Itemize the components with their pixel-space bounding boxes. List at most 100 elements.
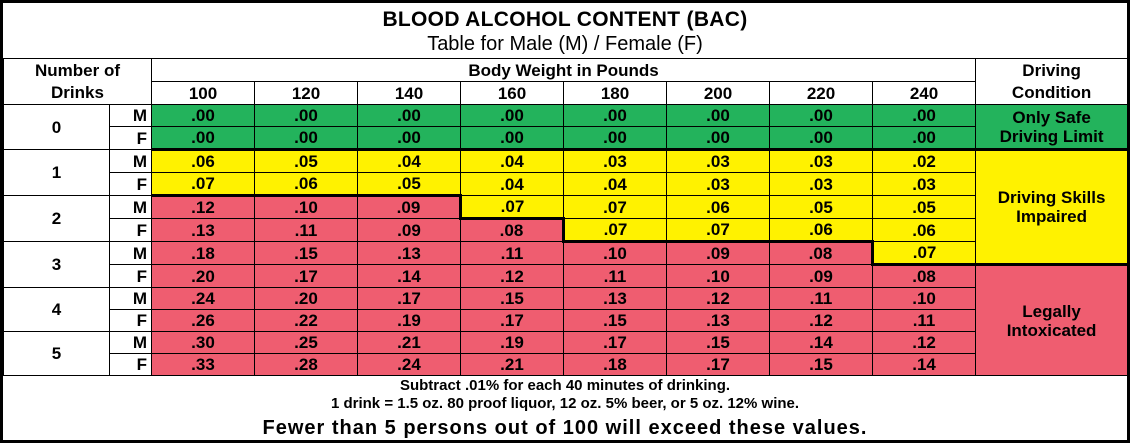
chart-title: BLOOD ALCOHOL CONTENT (BAC) <box>382 8 748 31</box>
bac-value-cell: .12 <box>151 195 255 219</box>
bac-value-cell: .22 <box>254 309 358 332</box>
bac-value-cell: .17 <box>254 264 358 288</box>
bac-value-cell: .06 <box>769 218 873 243</box>
bac-value-cell: .10 <box>563 241 667 265</box>
bac-value-cell: .15 <box>769 353 873 376</box>
bac-value-cell: .25 <box>254 331 358 354</box>
bac-value-cell: .09 <box>357 195 462 219</box>
bac-value-cell: .07 <box>460 195 564 220</box>
condition-safe-line2: Driving Limit <box>999 126 1104 146</box>
sex-label: M <box>109 331 152 354</box>
bac-value-cell: .13 <box>357 241 461 265</box>
bac-value-cell: .07 <box>151 172 255 197</box>
sex-label: F <box>109 218 152 242</box>
condition-intox-line2: Intoxicated <box>1006 320 1097 340</box>
condition-intoxicated: Legally Intoxicated <box>975 263 1129 376</box>
condition-safe-line1: Only Safe <box>1012 107 1091 127</box>
bac-value-cell: .15 <box>460 287 564 310</box>
bac-value-cell: .15 <box>254 241 358 265</box>
bac-value-cell: .06 <box>871 218 977 242</box>
bac-value-cell: .00 <box>151 104 255 127</box>
bac-value-cell: .00 <box>357 126 461 151</box>
sex-label: M <box>109 104 152 127</box>
bac-value-cell: .03 <box>666 172 770 196</box>
sex-label: F <box>109 172 152 196</box>
bac-value-cell: .30 <box>151 331 255 354</box>
table-row: F .26.22.19.17.15.13.12.11 <box>4 309 1128 332</box>
bac-value-cell: .03 <box>871 172 977 196</box>
bac-value-cell: .06 <box>666 195 770 219</box>
footer-note-exceed: Fewer than 5 persons out of 100 will exc… <box>262 417 868 439</box>
bac-value-cell: .17 <box>666 353 770 376</box>
bac-value-cell: .13 <box>151 218 255 242</box>
bac-value-cell: .09 <box>769 264 873 288</box>
weight-header: 100 <box>151 81 255 105</box>
sex-label: M <box>109 149 152 173</box>
bac-value-cell: .00 <box>357 104 461 127</box>
bac-value-cell: .26 <box>151 309 255 332</box>
bac-value-cell: .13 <box>666 309 770 332</box>
bac-value-cell: .10 <box>871 287 977 310</box>
bac-value-cell: .07 <box>563 218 667 243</box>
bac-value-cell: .19 <box>357 309 461 332</box>
bac-value-cell: .03 <box>563 149 667 173</box>
bac-value-cell: .06 <box>151 149 255 173</box>
bac-value-cell: .21 <box>460 353 564 376</box>
sex-label: M <box>109 241 152 265</box>
sex-label: M <box>109 195 152 219</box>
table-row: 0 M .00.00.00.00.00.00.00.00 Only Safe Drivi… <box>3 104 1129 151</box>
bac-table: Number of Body Weight in Pounds Driving … <box>3 58 1129 376</box>
sex-label: M <box>109 287 152 310</box>
bac-value-cell: .17 <box>357 287 461 310</box>
bac-value-cell: .11 <box>871 309 977 332</box>
bac-value-cell: .00 <box>151 126 255 151</box>
bac-value-cell: .11 <box>254 218 358 242</box>
bac-value-cell: .00 <box>460 104 564 127</box>
bac-value-cell: .21 <box>357 331 461 354</box>
drinks-count: 2 <box>3 195 110 242</box>
bac-value-cell: .07 <box>666 218 770 243</box>
sex-label: F <box>109 264 152 288</box>
bac-value-cell: .00 <box>460 126 564 151</box>
bac-value-cell: .15 <box>666 331 770 354</box>
bac-value-cell: .17 <box>460 309 564 332</box>
header-number-of: Number of <box>3 58 152 82</box>
bac-value-cell: .07 <box>563 195 667 219</box>
bac-value-cell: .05 <box>871 195 977 219</box>
footer-note-time: Subtract .01% for each 40 minutes of dri… <box>399 377 731 394</box>
bac-value-cell: .04 <box>460 172 564 196</box>
sex-label: F <box>109 309 152 332</box>
weight-header: 240 <box>871 81 977 105</box>
bac-value-cell: .10 <box>666 264 770 288</box>
table-row: F .33.28.24.21.18.17.15.14 <box>4 353 1128 376</box>
header-body-weight: Body Weight in Pounds <box>150 58 977 82</box>
condition-impaired-line2: Impaired <box>1016 207 1087 226</box>
bac-value-cell: .17 <box>563 331 667 354</box>
bac-value-cell: .00 <box>871 126 977 151</box>
bac-value-cell: .00 <box>666 104 770 127</box>
bac-value-cell: .05 <box>254 149 358 173</box>
sex-label: F <box>109 353 152 376</box>
weight-header: 160 <box>460 81 564 105</box>
bac-value-cell: .04 <box>460 149 564 173</box>
bac-value-cell: .00 <box>254 104 358 127</box>
table-row: 5 M .30.25.21.19.17.15.14.12 <box>3 331 1128 376</box>
bac-value-cell: .12 <box>871 331 977 354</box>
bac-value-cell: .18 <box>563 353 667 376</box>
bac-value-cell: .05 <box>769 195 873 219</box>
bac-value-cell: .24 <box>357 353 461 376</box>
footer-note-drink: 1 drink = 1.5 oz. 80 proof liquor, 12 oz… <box>330 395 800 412</box>
bac-value-cell: .09 <box>357 218 461 242</box>
header-condition: Condition <box>975 81 1129 105</box>
bac-value-cell: .14 <box>357 264 461 288</box>
bac-value-cell: .20 <box>151 264 255 288</box>
bac-value-cell: .18 <box>151 241 255 265</box>
weight-header: 180 <box>563 81 667 105</box>
bac-value-cell: .00 <box>769 104 873 127</box>
bac-value-cell: .00 <box>666 126 770 151</box>
drinks-count: 5 <box>3 331 110 376</box>
bac-value-cell: .28 <box>254 353 358 376</box>
table-row: F .07.06.05.04.04.03.03.03 <box>4 172 1128 197</box>
bac-value-cell: .00 <box>871 104 977 127</box>
bac-value-cell: .00 <box>254 126 358 151</box>
